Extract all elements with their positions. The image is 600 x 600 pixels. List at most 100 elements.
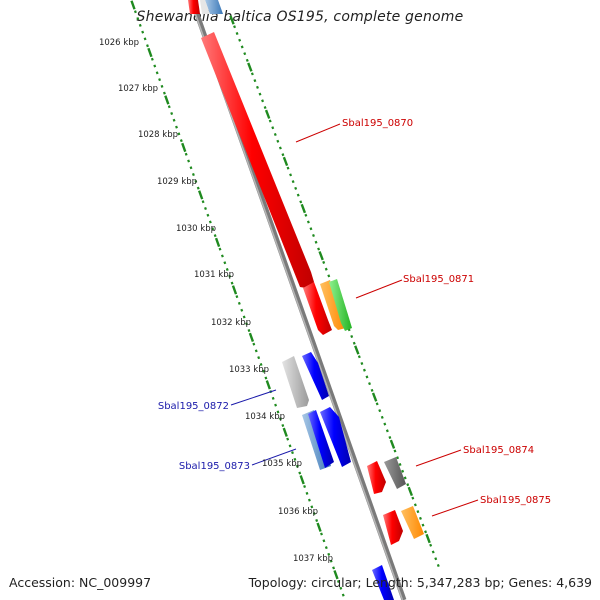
minor-tick xyxy=(223,261,227,265)
gene-features xyxy=(188,0,424,600)
major-tick xyxy=(164,95,170,105)
kbp-label: 1026 kbp xyxy=(99,38,139,48)
minor-tick xyxy=(167,105,171,109)
kbp-label: 1033 kbp xyxy=(229,365,269,375)
major-tick xyxy=(371,392,378,402)
minor-tick xyxy=(378,409,382,413)
minor-tick xyxy=(245,322,249,326)
major-tick xyxy=(333,570,339,580)
minor-tick xyxy=(179,139,183,143)
minor-tick xyxy=(303,485,307,489)
gene-label-sbal195-0872[interactable]: Sbal195_0872 xyxy=(158,401,229,412)
minor-tick xyxy=(276,410,280,414)
gene-green-0871 xyxy=(329,279,352,331)
gene-red-0871 xyxy=(303,282,332,335)
minor-tick xyxy=(406,483,410,487)
minor-tick xyxy=(322,539,326,543)
minor-tick xyxy=(242,315,246,319)
minor-tick xyxy=(271,396,275,400)
major-tick xyxy=(265,380,271,390)
minor-tick xyxy=(436,563,440,568)
minor-tick xyxy=(245,58,249,62)
major-tick xyxy=(181,142,187,153)
major-tick xyxy=(318,251,324,261)
minor-tick xyxy=(235,31,239,35)
major-tick xyxy=(407,486,413,497)
minor-tick xyxy=(320,532,323,536)
minor-tick xyxy=(253,79,257,83)
minor-tick xyxy=(336,579,340,583)
minor-tick xyxy=(235,295,239,299)
major-tick xyxy=(214,237,221,248)
major-tick xyxy=(229,15,235,25)
kbp-label: 1028 kbp xyxy=(138,130,178,140)
minor-tick xyxy=(411,496,415,500)
minor-tick xyxy=(268,119,272,123)
major-tick xyxy=(282,427,288,437)
minor-tick xyxy=(150,57,154,61)
gene-red-0875 xyxy=(383,510,403,545)
minor-tick xyxy=(307,498,311,502)
minor-tick xyxy=(233,25,237,29)
callout-lines xyxy=(230,123,479,517)
minor-tick xyxy=(305,491,309,495)
minor-tick xyxy=(264,376,268,380)
minor-tick xyxy=(281,424,285,428)
minor-tick xyxy=(370,388,374,392)
kbp-label: 1035 kbp xyxy=(262,459,302,469)
minor-tick xyxy=(170,112,174,116)
gene-label-sbal195-0873[interactable]: Sbal195_0873 xyxy=(179,461,250,472)
minor-tick xyxy=(138,23,142,27)
major-tick xyxy=(198,190,204,200)
gene-top-grey xyxy=(200,0,210,14)
minor-tick xyxy=(261,99,265,103)
minor-tick xyxy=(225,268,229,272)
gene-labels: Sbal195_0870 Sbal195_0871 Sbal195_0872 S… xyxy=(158,118,551,506)
minor-tick xyxy=(153,64,157,68)
gene-label-sbal195-0870[interactable]: Sbal195_0870 xyxy=(342,118,413,129)
kbp-label: 1037 kbp xyxy=(293,554,333,564)
gene-label-sbal195-0874[interactable]: Sbal195_0874 xyxy=(463,445,534,456)
minor-tick xyxy=(360,361,364,365)
major-tick xyxy=(231,285,238,295)
minor-tick xyxy=(278,146,282,150)
minor-tick xyxy=(385,429,389,433)
minor-tick xyxy=(434,557,438,561)
major-tick xyxy=(300,203,307,214)
minor-tick xyxy=(306,220,310,224)
minor-tick xyxy=(256,85,259,89)
minor-tick xyxy=(177,132,181,136)
minor-tick xyxy=(304,213,308,217)
minor-tick xyxy=(211,227,215,231)
minor-tick xyxy=(196,186,200,190)
minor-tick xyxy=(383,422,387,426)
minor-tick xyxy=(327,552,331,556)
minor-tick xyxy=(339,586,343,590)
gene-grey-0872 xyxy=(282,356,309,408)
kbp-label: 1031 kbp xyxy=(194,270,234,280)
minor-tick xyxy=(160,84,164,88)
kbp-label: 1027 kbp xyxy=(118,84,158,94)
minor-tick xyxy=(388,436,392,440)
minor-tick xyxy=(286,437,290,441)
minor-tick xyxy=(424,530,428,534)
minor-tick xyxy=(240,45,244,49)
minor-tick xyxy=(298,471,302,475)
minor-tick xyxy=(162,91,166,95)
minor-tick xyxy=(419,516,422,520)
minor-tick xyxy=(291,451,294,455)
minor-tick xyxy=(189,166,193,170)
gene-label-sbal195-0875[interactable]: Sbal195_0875 xyxy=(480,495,551,506)
major-tick xyxy=(282,156,289,167)
gene-label-sbal195-0871[interactable]: Sbal195_0871 xyxy=(403,274,474,285)
minor-tick xyxy=(259,362,263,366)
minor-tick xyxy=(136,17,140,21)
minor-tick xyxy=(262,369,265,373)
minor-tick xyxy=(213,234,217,238)
minor-tick xyxy=(247,329,251,333)
minor-tick xyxy=(294,186,298,190)
minor-tick xyxy=(310,505,314,509)
minor-tick xyxy=(317,247,321,251)
minor-tick xyxy=(258,92,262,96)
minor-tick xyxy=(206,213,210,217)
